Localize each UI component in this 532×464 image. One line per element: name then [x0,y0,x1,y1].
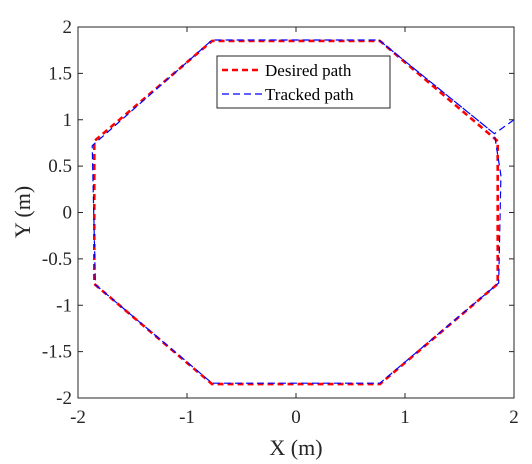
y-tick-label: -1.5 [42,342,72,363]
y-tick-label: 1 [63,110,73,131]
legend-label-desired-path: Desired path [265,61,352,80]
x-tick-label: 0 [291,407,301,428]
series-layer [91,39,515,386]
y-tick-label: 0.5 [48,156,72,177]
y-tick-label: 2 [63,17,73,38]
ticks-layer: -2 -1 0 1 2 -2 -1.5 -1 -0.5 0 0.5 1 1.5 2 [42,17,519,428]
legend-label-tracked-path: Tracked path [265,85,354,104]
y-tick-label: -0.5 [42,249,72,270]
x-tick-label: 2 [509,407,519,428]
y-axis-label: Y (m) [10,186,35,238]
series-line-tracked-path [91,39,515,384]
legend-box [216,55,391,109]
x-axis-label: X (m) [269,435,322,460]
y-tick-label: 1.5 [48,63,72,84]
x-tick-label: -1 [179,407,195,428]
y-tick-label: 0 [63,203,73,224]
y-tick-label: -1 [56,295,72,316]
legend: Desired path Tracked path [216,55,391,109]
x-tick-label: 1 [400,407,410,428]
y-tick-label: -2 [56,388,72,409]
x-tick-label: -2 [70,407,86,428]
